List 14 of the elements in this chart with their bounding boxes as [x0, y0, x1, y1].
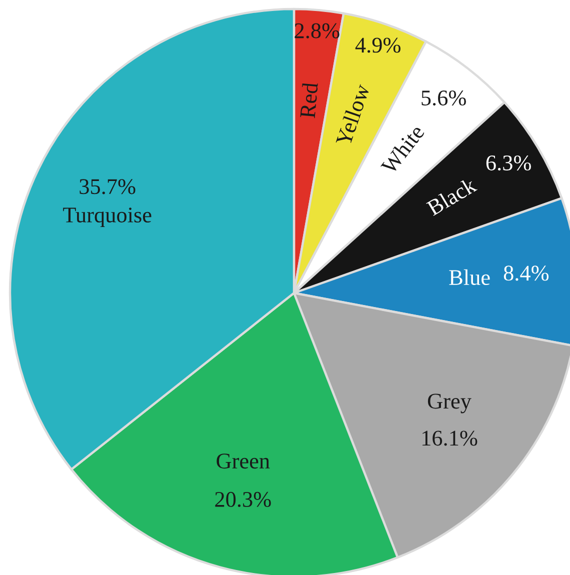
data-label: 6.3%	[486, 155, 531, 171]
slice-label: Yellow	[334, 82, 370, 148]
slice-label: Grey	[428, 394, 472, 414]
slice-label: Turquoise	[63, 208, 152, 228]
data-label: 35.7%	[80, 179, 136, 194]
data-label: 4.9%	[355, 38, 400, 53]
slice-label: Blue	[449, 269, 490, 286]
data-label: 16.1%	[422, 430, 478, 446]
data-label: 8.4%	[504, 266, 549, 281]
data-label: 20.3%	[215, 492, 271, 508]
slice-label: Green	[216, 454, 270, 469]
slice-label: Black	[426, 176, 478, 216]
data-label: 5.6%	[422, 90, 466, 106]
slice-label: Red	[299, 82, 318, 118]
